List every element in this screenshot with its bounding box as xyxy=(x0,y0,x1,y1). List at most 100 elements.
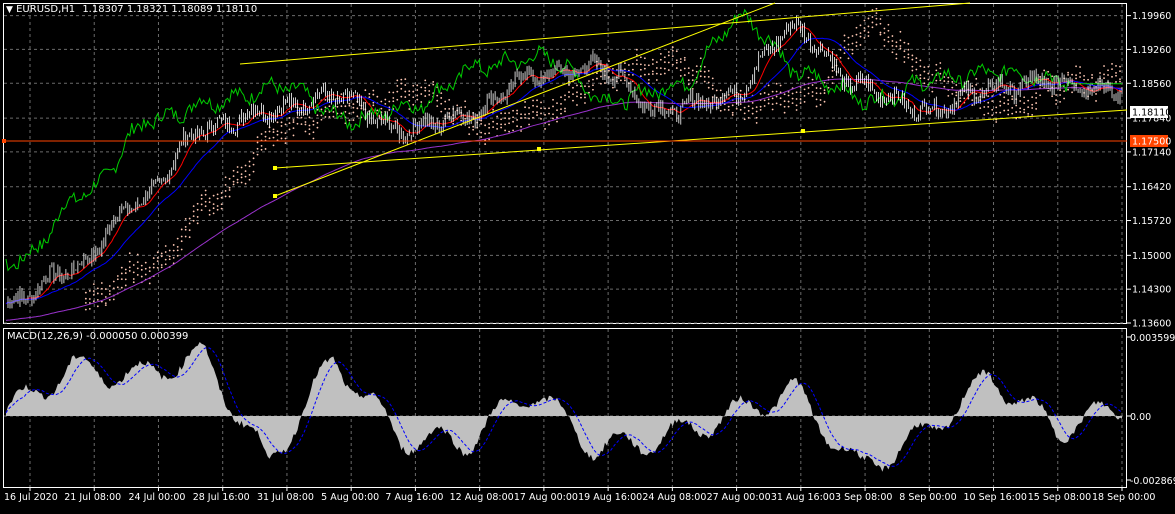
cloud-dot xyxy=(891,40,894,42)
cloud-dot xyxy=(855,33,858,36)
cloud-dot xyxy=(1003,91,1006,94)
cloud-dot xyxy=(1035,92,1038,95)
cloud-dot xyxy=(711,84,714,87)
cloud-dot xyxy=(252,152,255,154)
trendlines[interactable] xyxy=(239,2,1128,198)
cloud-dot xyxy=(412,96,415,99)
cloud-dot xyxy=(404,96,407,98)
cloud-dot xyxy=(500,112,503,115)
cloud-dot xyxy=(843,46,846,49)
cloud-dot xyxy=(96,298,99,301)
cloud-dot xyxy=(164,245,167,247)
cloud-dot xyxy=(560,102,562,105)
cloud-dot xyxy=(164,263,167,266)
cloud-dot xyxy=(396,98,399,101)
price-tick-label: 1.16420 xyxy=(1132,182,1171,193)
cloud-dot xyxy=(799,91,802,94)
cloud-dot xyxy=(675,61,678,64)
trendline-upper xyxy=(239,2,971,65)
cloud-dot xyxy=(991,100,994,103)
cloud-dot xyxy=(416,94,419,97)
cloud-dot xyxy=(747,109,750,112)
cloud-dot xyxy=(955,94,958,97)
cloud-dot xyxy=(136,267,139,270)
cloud-dot xyxy=(971,104,974,106)
main-pane-frame xyxy=(3,3,1127,324)
cloud-dot xyxy=(911,58,914,61)
cloud-dot xyxy=(1019,107,1022,110)
cloud-dot xyxy=(1079,66,1081,68)
cloud-dot xyxy=(372,93,375,96)
cloud-dot xyxy=(659,67,662,70)
time-tick-label: 10 Sep 16:00 xyxy=(964,492,1027,503)
cloud-dot xyxy=(316,114,319,117)
cloud-dot xyxy=(548,123,550,126)
cloud-dot xyxy=(224,195,227,198)
chart-menu-icon[interactable]: ▼ xyxy=(6,5,13,15)
cloud-dot xyxy=(691,79,694,82)
cloud-dot xyxy=(927,78,930,81)
cloud-dot xyxy=(252,170,255,173)
cloud-dot xyxy=(999,100,1002,103)
cloud-dot xyxy=(292,121,295,123)
cloud-dot xyxy=(815,105,818,108)
cloud-dot xyxy=(899,47,902,50)
cloud-dot xyxy=(1039,84,1042,87)
cloud-dot xyxy=(787,100,790,103)
cloud-dot xyxy=(903,41,906,44)
cloud-dot xyxy=(256,136,259,139)
cloud-dot xyxy=(967,97,970,100)
cloud-dot xyxy=(671,55,674,58)
cloud-dot xyxy=(871,21,874,24)
cloud-dot xyxy=(532,116,534,119)
cloud-dot xyxy=(831,69,834,72)
cloud-dot xyxy=(695,65,698,68)
cloud-dot xyxy=(408,99,411,102)
cloud-dot xyxy=(412,103,415,106)
cloud-dot xyxy=(444,108,447,110)
cloud-dot xyxy=(244,164,247,167)
cloud-dot xyxy=(875,12,878,15)
cloud-dot xyxy=(891,35,894,37)
cloud-dot xyxy=(152,263,155,265)
cloud-dot xyxy=(899,39,902,42)
cloud-dot xyxy=(695,70,698,73)
cloud-dot xyxy=(995,121,998,123)
cloud-dot xyxy=(568,84,570,86)
cloud-dot xyxy=(316,126,319,129)
cloud-dot xyxy=(312,137,315,140)
cloud-dot xyxy=(687,67,690,70)
cloud-dot xyxy=(827,86,830,89)
hline-handle-left[interactable] xyxy=(2,139,6,143)
cloud-dot xyxy=(84,291,87,294)
cloud-dot xyxy=(795,109,798,111)
cloud-dot xyxy=(168,255,171,258)
cloud-dot xyxy=(280,125,283,127)
cloud-dot xyxy=(480,131,483,134)
cloud-dot xyxy=(939,62,942,64)
cloud-dot xyxy=(1119,80,1121,83)
cloud-dot xyxy=(951,86,954,89)
cloud-dot xyxy=(116,275,119,277)
cloud-dot xyxy=(112,280,115,283)
cloud-dot xyxy=(308,116,311,119)
cloud-dot xyxy=(544,128,546,130)
cloud-dot xyxy=(683,56,686,59)
cloud-dot xyxy=(608,60,610,63)
cloud-dot xyxy=(84,297,87,300)
cloud-dot xyxy=(963,97,966,100)
cloud-dot xyxy=(683,59,686,61)
cloud-dot xyxy=(839,56,842,59)
cloud-dot xyxy=(436,105,439,108)
cloud-dot xyxy=(560,96,562,99)
cloud-dot xyxy=(504,112,507,115)
cloud-dot xyxy=(428,90,431,92)
cloud-dot xyxy=(228,177,231,180)
cloud-dot xyxy=(124,284,127,287)
cloud-dot xyxy=(168,249,171,252)
cloud-dot xyxy=(160,266,163,269)
cloud-dot xyxy=(532,99,534,102)
price-tick-label: 1.17140 xyxy=(1132,147,1171,158)
